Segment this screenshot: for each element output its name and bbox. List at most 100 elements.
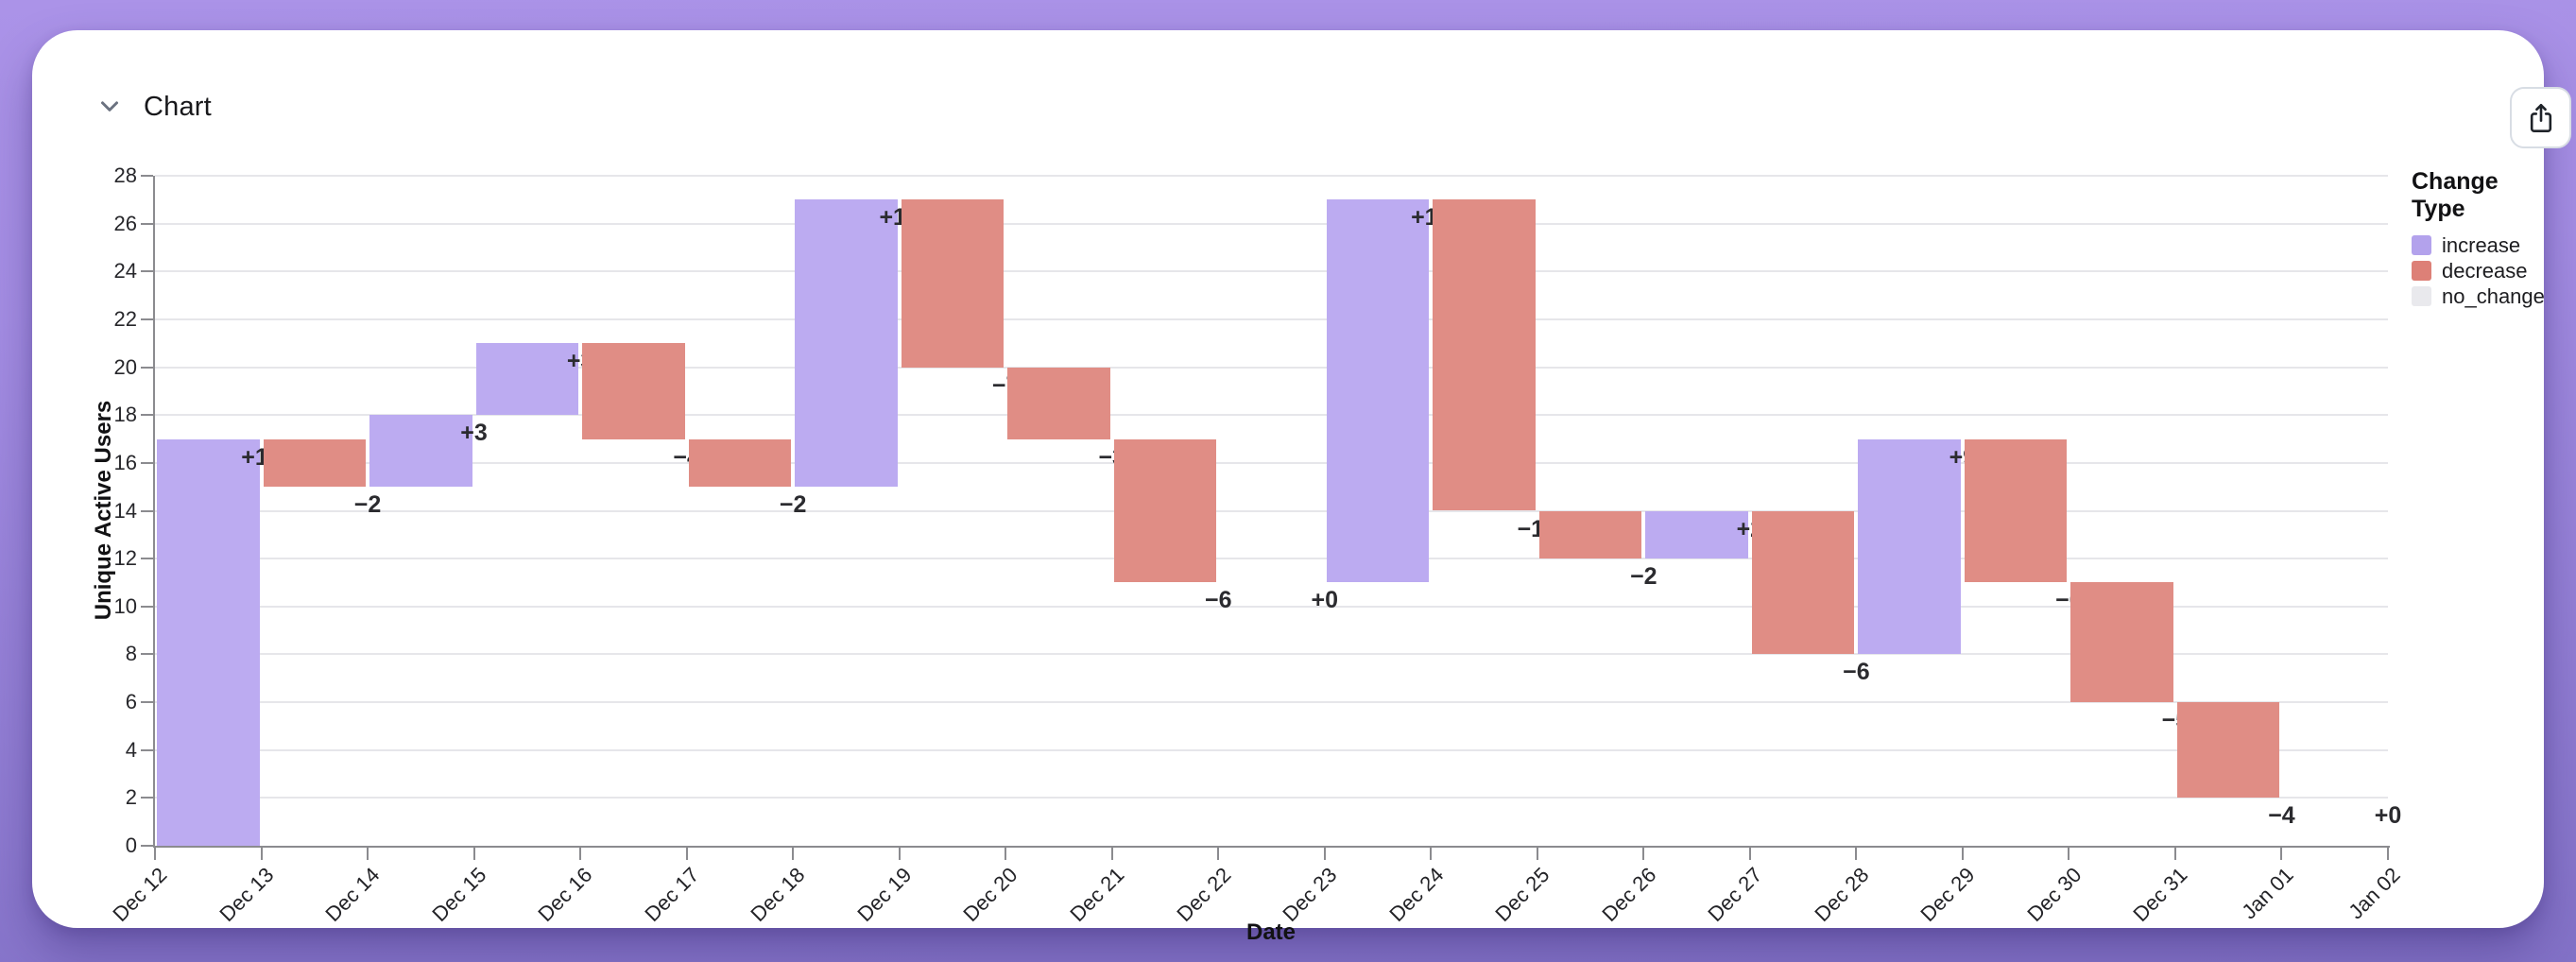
waterfall-bar[interactable] xyxy=(263,438,367,488)
x-tick-mark xyxy=(792,846,795,860)
legend-swatch-decrease xyxy=(2412,261,2431,281)
share-icon xyxy=(2526,102,2556,134)
bar-value-label: −2 xyxy=(1630,563,1657,591)
x-tick-mark xyxy=(472,846,475,860)
bar-value-label: −4 xyxy=(2268,802,2295,830)
y-tick-mark xyxy=(141,414,153,417)
y-tick-mark xyxy=(141,222,153,225)
waterfall-bar[interactable] xyxy=(1751,510,1855,655)
x-tick-label: Dec 25 xyxy=(1490,863,1554,926)
x-tick-mark xyxy=(1430,846,1433,860)
legend-item-decrease: decrease xyxy=(2412,258,2545,283)
gridline xyxy=(155,653,2388,656)
y-tick-label: 16 xyxy=(113,450,137,474)
waterfall-bar[interactable] xyxy=(1964,438,2068,583)
bar-value-label: +0 xyxy=(2374,802,2402,830)
legend-item-no_change: no_change xyxy=(2412,283,2545,309)
y-tick-mark xyxy=(141,797,153,799)
x-tick-mark xyxy=(2280,846,2283,860)
waterfall-bar[interactable] xyxy=(901,199,1005,368)
x-tick-mark xyxy=(154,846,156,860)
x-tick-label: Dec 23 xyxy=(1278,863,1342,926)
waterfall-bar[interactable] xyxy=(1326,199,1430,583)
x-tick-mark xyxy=(260,846,263,860)
waterfall-bar[interactable] xyxy=(157,438,260,846)
gridline xyxy=(155,461,2388,464)
x-tick-label: Dec 19 xyxy=(852,863,917,926)
x-tick-label: Dec 27 xyxy=(1703,863,1767,926)
share-button[interactable] xyxy=(2510,87,2571,148)
x-tick-mark xyxy=(1323,846,1326,860)
y-tick-label: 2 xyxy=(125,785,137,810)
legend-title: Change Type xyxy=(2412,168,2499,222)
y-tick-label: 24 xyxy=(113,259,137,283)
y-tick-mark xyxy=(141,509,153,512)
waterfall-bar[interactable] xyxy=(2070,582,2173,703)
waterfall-bar[interactable] xyxy=(688,438,792,488)
legend-swatch-no_change xyxy=(2412,286,2431,306)
gridline xyxy=(155,414,2388,417)
x-tick-mark xyxy=(898,846,901,860)
y-tick-mark xyxy=(141,175,153,177)
x-tick-label: Dec 29 xyxy=(1915,863,1980,926)
y-tick-mark xyxy=(141,748,153,751)
bar-value-label: −6 xyxy=(1204,587,1232,614)
waterfall-bar[interactable] xyxy=(1645,510,1748,559)
waterfall-bar[interactable] xyxy=(1433,199,1536,511)
gridline xyxy=(155,797,2388,799)
y-tick-mark xyxy=(141,558,153,560)
waterfall-bar[interactable] xyxy=(582,343,685,439)
waterfall-bar[interactable] xyxy=(1858,438,1961,655)
x-tick-label: Dec 28 xyxy=(1810,863,1874,926)
y-tick-label: 0 xyxy=(125,833,137,857)
x-tick-label: Jan 02 xyxy=(2344,863,2405,924)
x-tick-label: Dec 13 xyxy=(215,863,279,926)
y-tick-mark xyxy=(141,270,153,273)
chart-card: Chart 0 2 4 6 8 10 12 14 16 18 20 22 24 26 28 Dec 12 Dec… xyxy=(32,30,2571,945)
legend: Change Type increase decrease no_change xyxy=(2412,168,2545,309)
x-tick-mark xyxy=(2173,846,2176,860)
waterfall-bar[interactable] xyxy=(369,415,472,488)
y-tick-mark xyxy=(141,845,153,847)
x-tick-label: Jan 01 xyxy=(2237,863,2299,924)
waterfall-bar[interactable] xyxy=(1007,367,1110,439)
x-tick-mark xyxy=(1855,846,1858,860)
legend-label: decrease xyxy=(2442,258,2528,283)
legend-swatch-increase xyxy=(2412,235,2431,255)
x-tick-label: Dec 21 xyxy=(1065,863,1129,926)
y-tick-mark xyxy=(141,701,153,704)
y-tick-label: 12 xyxy=(113,546,137,571)
waterfall-bar[interactable] xyxy=(1113,438,1217,583)
page-title: Chart xyxy=(144,92,212,122)
gridline xyxy=(155,748,2388,751)
gridline xyxy=(155,318,2388,320)
legend-label: no_change xyxy=(2442,283,2545,308)
waterfall-bar[interactable] xyxy=(475,343,579,416)
x-axis-line xyxy=(153,846,2390,848)
x-tick-label: Dec 14 xyxy=(320,863,385,926)
gridline xyxy=(155,558,2388,560)
y-tick-label: 8 xyxy=(125,642,137,666)
gridline xyxy=(155,222,2388,225)
waterfall-bar[interactable] xyxy=(2176,702,2280,799)
x-tick-label: Dec 20 xyxy=(958,863,1022,926)
x-tick-mark xyxy=(1110,846,1113,860)
bar-value-label: −6 xyxy=(1843,659,1870,686)
x-tick-label: Dec 24 xyxy=(1383,863,1448,926)
gridline xyxy=(155,701,2388,704)
waterfall-bar[interactable] xyxy=(795,199,898,488)
plot-area: 0 2 4 6 8 10 12 14 16 18 20 22 24 26 28 Dec 12 Dec 13 Dec… xyxy=(109,163,2405,926)
gridline xyxy=(155,366,2388,369)
waterfall-bar[interactable] xyxy=(1538,510,1642,559)
x-tick-mark xyxy=(1005,846,1007,860)
legend-label: increase xyxy=(2442,232,2521,257)
x-tick-label: Dec 31 xyxy=(2128,863,2192,926)
y-tick-mark xyxy=(141,461,153,464)
collapse-chevron-button[interactable] xyxy=(89,85,130,127)
bar-value-label: −2 xyxy=(779,491,807,519)
x-tick-mark xyxy=(579,846,582,860)
bar-value-label: −2 xyxy=(353,491,382,519)
y-tick-mark xyxy=(141,366,153,369)
x-axis-title: Date xyxy=(1245,919,1297,945)
gridline xyxy=(155,175,2388,177)
